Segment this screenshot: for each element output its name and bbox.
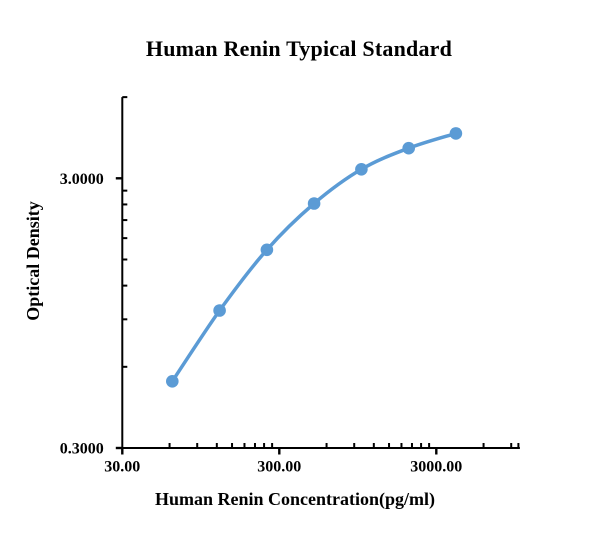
x-tick-label: 3000.00 [410,459,462,476]
chart-title: Human Renin Typical Standard [145,36,453,61]
y-tick-label: 3.0000 [60,171,104,188]
x-axis-title: Human Renin Concentration(pg/ml) [154,489,435,509]
data-point-marker [260,243,274,257]
y-tick-label: 0.3000 [60,441,104,458]
x-tick-label: 30.00 [104,459,140,476]
data-point-marker [449,127,463,140]
data-point-marker [166,375,179,388]
x-tick-label: 300.00 [257,459,301,476]
data-point-marker [307,197,321,210]
standard-curve-line [170,131,458,384]
data-point-marker [355,163,368,176]
data-point-marker [213,304,226,317]
data-point-marker [402,141,416,155]
